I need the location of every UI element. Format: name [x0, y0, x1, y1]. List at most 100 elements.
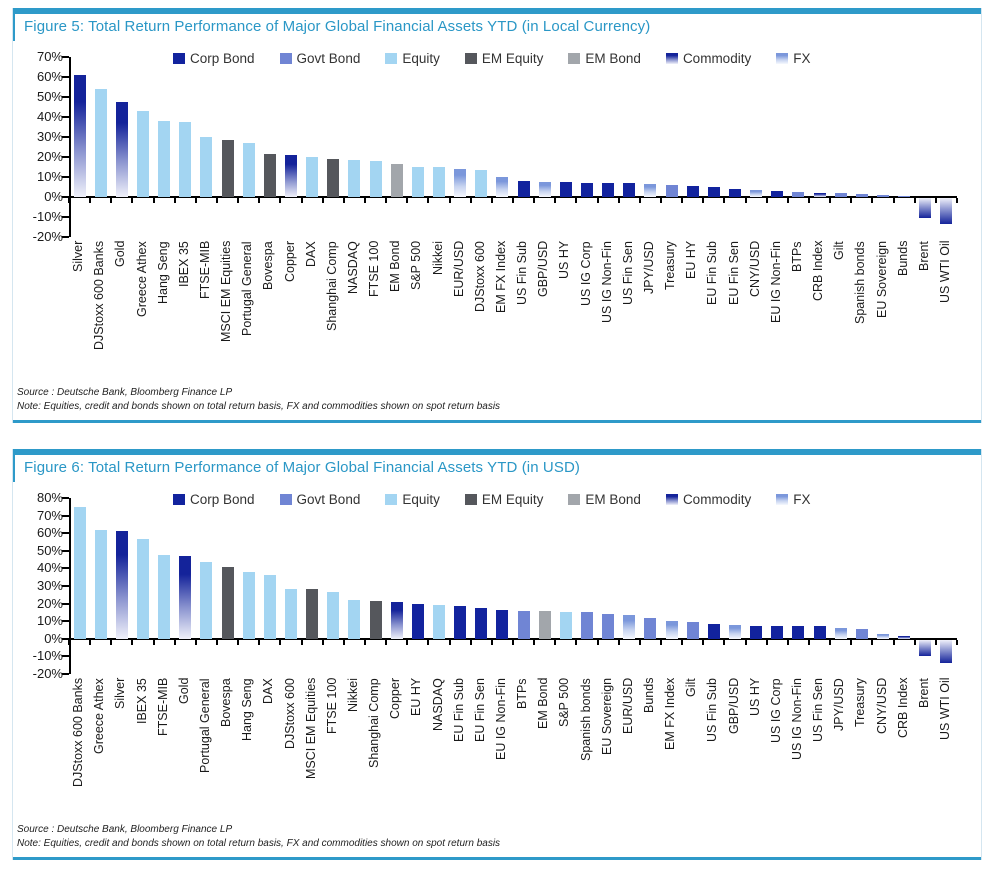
x-axis-label: US Fin Sen [620, 241, 635, 305]
x-axis-label: EU HY [409, 678, 424, 717]
x-axis-tick [300, 198, 303, 203]
x-axis-tick [216, 639, 218, 645]
bar-gilt [834, 193, 847, 197]
x-axis-tick [448, 198, 451, 203]
x-axis-label: EU Sovereign [874, 241, 889, 319]
x-axis-label: S&P 500 [409, 241, 424, 291]
bar-eu-fin-sub [454, 606, 467, 639]
x-axis-tick [575, 639, 578, 645]
x-axis-label: Brent [916, 678, 931, 708]
bar-eu-sovereign [877, 195, 889, 197]
x-axis-tick [89, 198, 92, 203]
x-axis-label: DJStoxx 600 Banks [71, 678, 86, 788]
figure-5-panel: Figure 5: Total Return Performance of Ma… [12, 8, 982, 423]
x-axis-tick [829, 639, 832, 645]
x-axis-label: Nikkei [430, 241, 445, 276]
y-axis-tick [62, 216, 69, 218]
y-axis-tick-label: 30% [36, 578, 63, 593]
y-axis-tick-label: 70% [36, 49, 63, 64]
x-axis-tick [617, 639, 620, 645]
figure-5-chart-area: 70% 60% 50% 40% 30% 20% 10% 0% -10% -20% Corp Bond… [13, 50, 981, 244]
x-axis-label: Portugal General [240, 241, 255, 336]
bar-msci-em-equities [306, 588, 319, 639]
x-axis-label: BTPs [789, 241, 804, 272]
x-axis-label: IBEX 35 [134, 678, 149, 724]
y-axis-tick-label: -20% [32, 229, 63, 244]
x-axis-label: DAX [303, 241, 318, 267]
x-axis-tick [216, 198, 218, 203]
bar-shanghai-comp [327, 159, 340, 197]
y-axis-tick-label: 50% [36, 542, 63, 558]
bar-treasury [855, 629, 868, 639]
x-axis-label: Treasury [663, 241, 678, 290]
legend-label: Equity [402, 492, 440, 507]
legend-label: Corp Bond [190, 51, 255, 66]
panel-top-rule [13, 8, 981, 14]
legend-item: Equity [385, 492, 440, 507]
source-text: Source : Deutsche Bank, Bloomberg Financ… [17, 387, 233, 398]
x-axis-tick [533, 639, 536, 645]
x-axis-label: MSCI EM Equities [303, 678, 318, 780]
figure-5-plot: 70% 60% 50% 40% 30% 20% 10% 0% -10% -20% Corp Bond… [33, 50, 958, 244]
bar-us-wti-oil [940, 198, 953, 224]
bar-msci-em-equities [221, 140, 234, 197]
x-axis-label: JPY/USD [641, 241, 656, 294]
x-axis-tick [850, 639, 853, 645]
x-axis-label: Shanghai Comp [324, 241, 339, 331]
x-axis-tick [490, 639, 493, 645]
figure-5-x-axis-labels: Silver DJStoxx 600 Banks Gold Greece Athex H… [69, 241, 957, 379]
bar-eu-ig-non-fin [496, 609, 509, 639]
legend-label: Equity [402, 51, 440, 66]
x-axis-tick [913, 198, 916, 203]
bar-eu-fin-sen [729, 189, 741, 197]
x-axis-tick [660, 639, 662, 645]
bar-gold [115, 102, 128, 197]
bar-us-fin-sen [813, 626, 826, 639]
x-axis-tick [406, 198, 409, 203]
legend-label: Commodity [682, 51, 752, 66]
bar-bunds [644, 617, 657, 639]
legend-swatch-icon [173, 53, 185, 64]
x-axis-label: DJStoxx 600 [472, 241, 487, 312]
x-axis-tick [533, 198, 536, 203]
y-axis-tick [62, 585, 69, 587]
bar-us-fin-sub [517, 181, 530, 197]
figure-6-panel: Figure 6: Total Return Performance of Ma… [12, 449, 982, 860]
bar-portugal-general [200, 562, 213, 639]
y-axis-tick [62, 655, 69, 658]
x-axis-label: Gold [176, 678, 191, 705]
x-axis-tick [237, 198, 240, 203]
y-axis-tick [62, 96, 69, 98]
x-axis-tick [173, 639, 176, 645]
legend-label: Govt Bond [296, 492, 361, 507]
x-axis-tick [131, 198, 134, 203]
legend-item: EM Bond [568, 492, 641, 507]
bar-nasdaq [348, 160, 361, 197]
x-axis-label: US Fin Sen [811, 678, 826, 742]
x-axis-label: US HY [747, 678, 762, 717]
y-axis-tick [62, 196, 69, 198]
source-text: Source : Deutsche Bank, Bloomberg Financ… [17, 824, 233, 835]
x-axis-tick [723, 639, 726, 645]
legend-swatch-icon [173, 494, 185, 505]
x-axis-label: DJStoxx 600 [282, 678, 297, 749]
x-axis-tick [596, 198, 599, 203]
legend-item: FX [776, 51, 810, 66]
x-axis-label: GBP/USD [536, 241, 551, 298]
y-axis-tick [62, 532, 69, 535]
legend-item: Commodity [665, 492, 751, 507]
x-axis-label: Treasury [853, 678, 868, 727]
x-axis-tick [660, 198, 662, 203]
x-axis-tick [173, 198, 176, 203]
x-axis-label: Hang Seng [155, 241, 170, 304]
legend-label: FX [793, 51, 811, 66]
bar-us-wti-oil [940, 639, 953, 663]
x-axis-label: EU Fin Sen [472, 678, 487, 742]
bar-eu-fin-sen [475, 608, 488, 639]
x-axis-label: US HY [557, 241, 572, 280]
y-axis-tick-label: 80% [36, 490, 63, 505]
legend-label: Corp Bond [190, 492, 255, 507]
x-axis-label: Greece Athex [92, 678, 107, 754]
y-axis-tick-label: 60% [36, 69, 63, 84]
legend-label: EM Equity [481, 51, 544, 66]
